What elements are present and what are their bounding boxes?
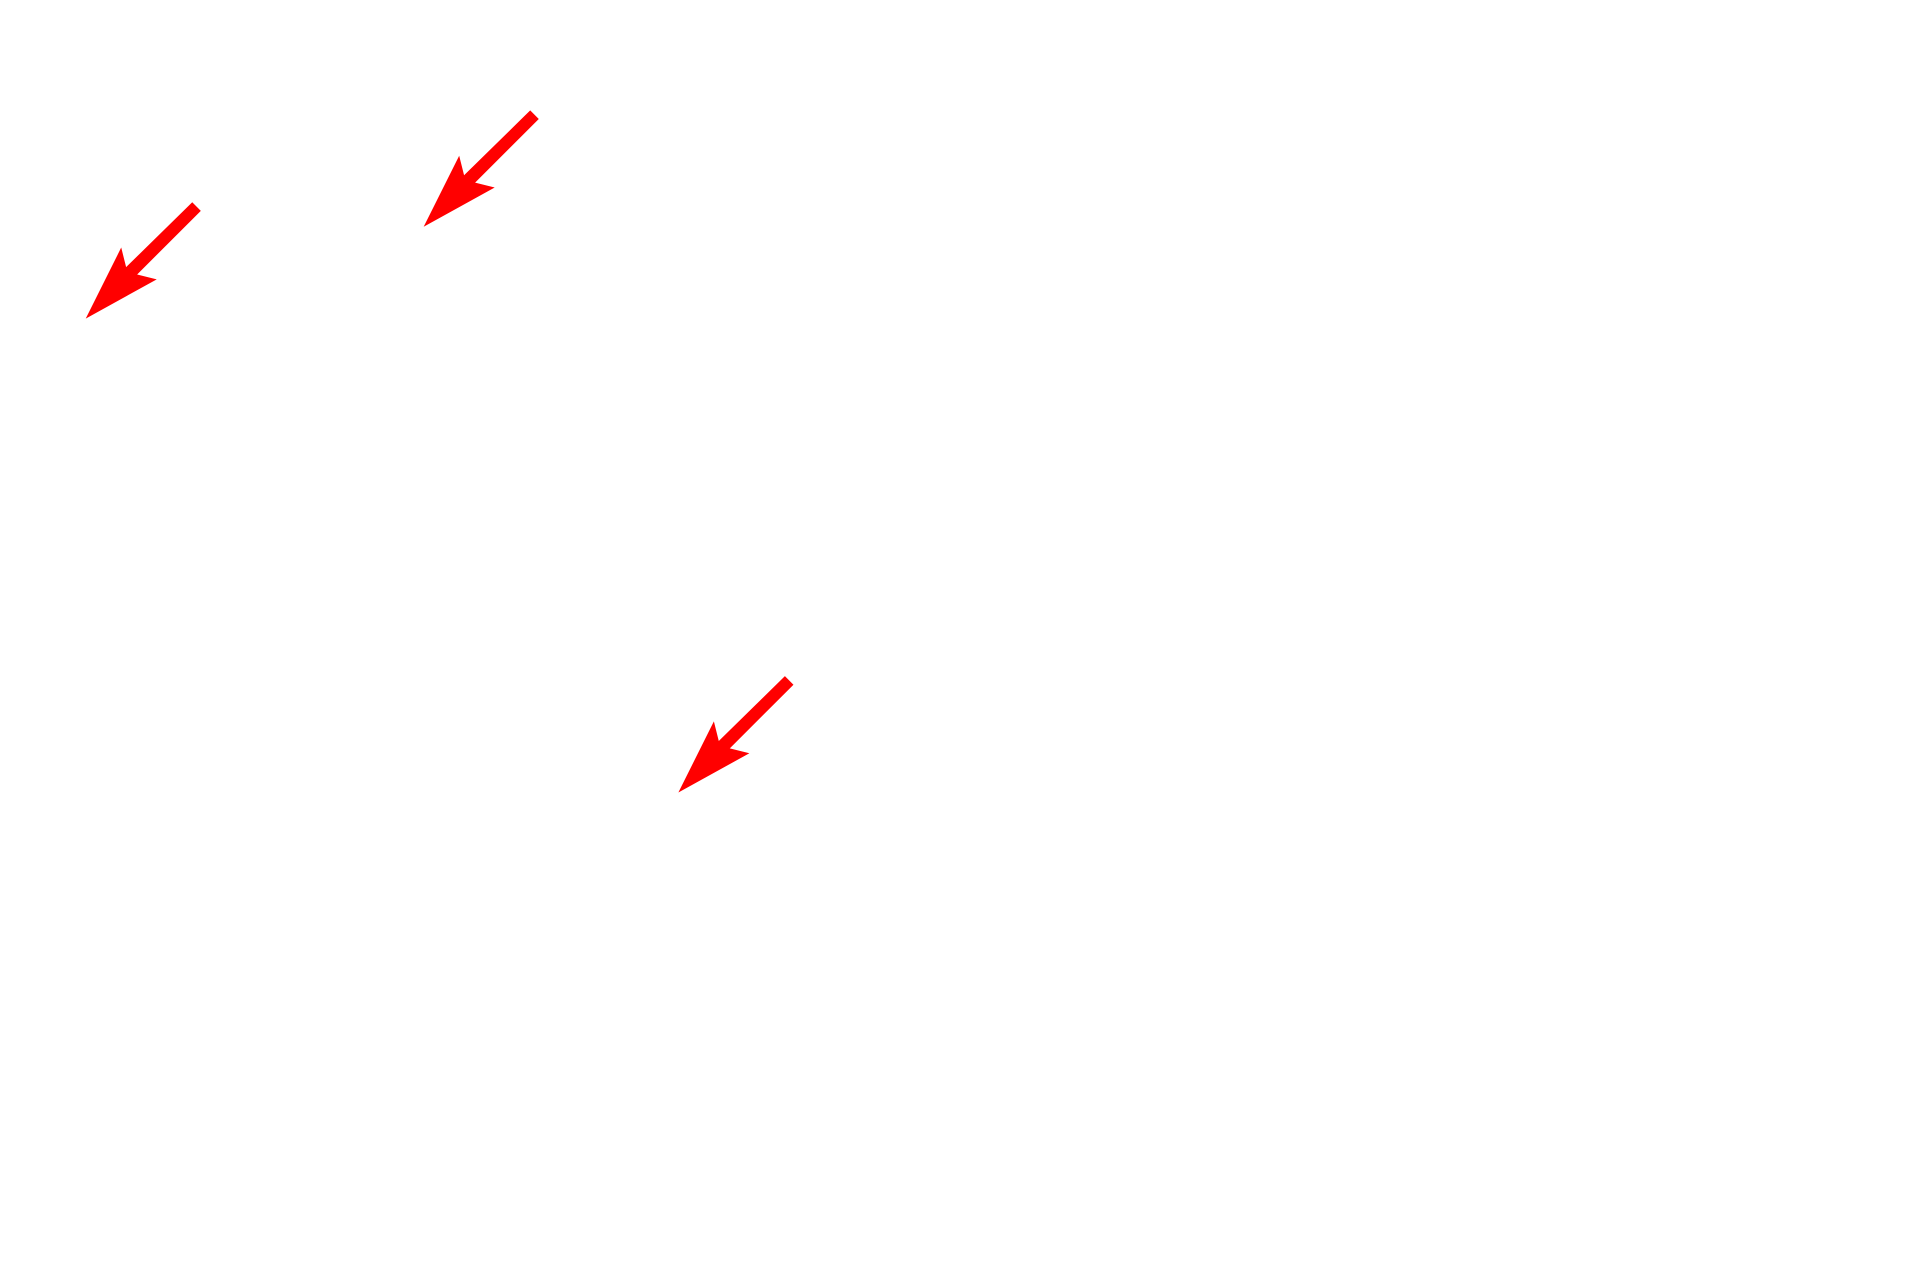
arrow-down-left-icon: [85, 202, 201, 319]
arrow-down-left-icon: [423, 110, 539, 227]
arrow-down-left-icon: [678, 676, 794, 793]
